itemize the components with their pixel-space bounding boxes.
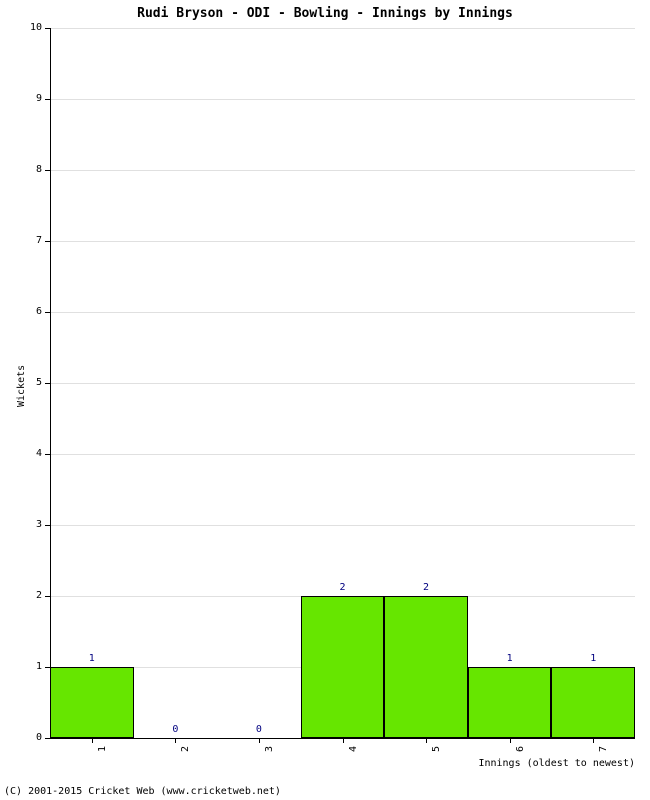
bar-value-label: 1 [573,653,613,664]
bar-value-label: 1 [72,653,112,664]
gridline [50,312,635,313]
gridline [50,170,635,171]
y-tick-label: 9 [36,93,42,104]
x-tick-label: 4 [348,746,359,786]
bar [50,667,134,738]
y-tick-label: 7 [36,235,42,246]
bar-value-label: 0 [239,724,279,735]
footer-text: (C) 2001-2015 Cricket Web (www.cricketwe… [4,786,281,797]
bar-value-label: 2 [323,582,363,593]
gridline [50,383,635,384]
bar [301,596,385,738]
y-tick-label: 10 [30,22,42,33]
bar-value-label: 1 [490,653,530,664]
x-tick-label: 3 [264,746,275,786]
x-tick-label: 7 [598,746,609,786]
x-axis [50,738,635,739]
x-tick-label: 2 [180,746,191,786]
bar-value-label: 0 [155,724,195,735]
bar-value-label: 2 [406,582,446,593]
y-tick-label: 1 [36,661,42,672]
y-tick-label: 0 [36,732,42,743]
bar [468,667,552,738]
bar [551,667,635,738]
x-tick-label: 5 [431,746,442,786]
gridline [50,99,635,100]
y-tick-label: 6 [36,306,42,317]
x-tick-label: 6 [515,746,526,786]
gridline [50,525,635,526]
y-tick-label: 8 [36,164,42,175]
y-tick-label: 2 [36,590,42,601]
x-axis-label: Innings (oldest to newest) [50,758,635,769]
x-tick-label: 1 [97,746,108,786]
chart-title: Rudi Bryson - ODI - Bowling - Innings by… [0,6,650,21]
y-tick-label: 4 [36,448,42,459]
gridline [50,454,635,455]
gridline [50,241,635,242]
y-tick-label: 3 [36,519,42,530]
y-tick-label: 5 [36,377,42,388]
y-axis [50,28,51,738]
gridline [50,28,635,29]
chart-container: Rudi Bryson - ODI - Bowling - Innings by… [0,0,650,800]
bar [384,596,468,738]
y-axis-label: Wickets [16,365,27,407]
